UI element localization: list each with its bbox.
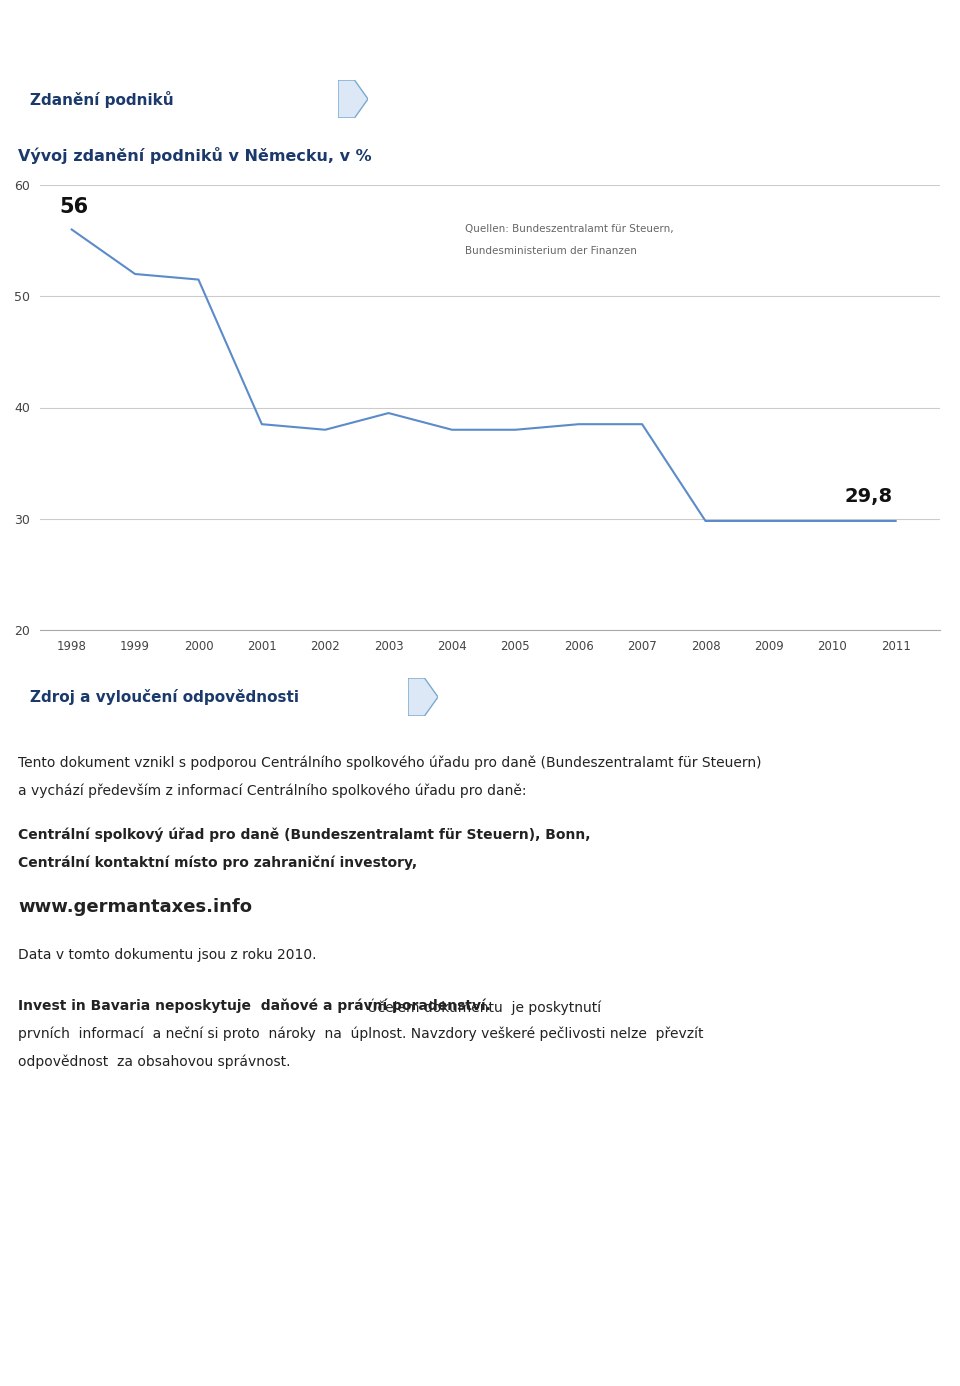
Text: www.germantaxes.info: www.germantaxes.info [18, 898, 252, 916]
Text: září 2011: září 2011 [858, 1353, 942, 1368]
Polygon shape [408, 678, 438, 717]
Text: Centrální kontaktní místo pro zahraniční investory,: Centrální kontaktní místo pro zahraniční… [18, 855, 418, 870]
Polygon shape [338, 80, 368, 118]
Text: Účelem dokumentu  je poskytnutí: Účelem dokumentu je poskytnutí [363, 998, 601, 1015]
Text: a vychází především z informací Centrálního spolkového úřadu pro daně:: a vychází především z informací Centráln… [18, 783, 526, 797]
Text: Invest in Bavaria neposkytuje  daňové a právní poradenství.: Invest in Bavaria neposkytuje daňové a p… [18, 998, 491, 1013]
Text: Bundesministerium der Finanzen: Bundesministerium der Finanzen [465, 247, 636, 256]
Text: Vývoj zdanění podniků v Německu, v %: Vývoj zdanění podniků v Německu, v % [18, 147, 372, 164]
Text: 56: 56 [59, 197, 88, 216]
Text: prvních  informací  a neční si proto  nároky  na  úplnost. Navzdory veškeré pečl: prvních informací a neční si proto nárok… [18, 1027, 704, 1041]
Text: Centrální spolkový úřad pro daně (Bundeszentralamt für Steuern), Bonn,: Centrální spolkový úřad pro daně (Bundes… [18, 827, 590, 843]
Text: odpovědnost  za obsahovou správnost.: odpovědnost za obsahovou správnost. [18, 1055, 291, 1069]
Text: Quellen: Bundeszentralamt für Steuern,: Quellen: Bundeszentralamt für Steuern, [465, 225, 673, 234]
Text: Tento dokument vznikl s podporou Centrálního spolkového úřadu pro daně (Bundesze: Tento dokument vznikl s podporou Centrál… [18, 755, 761, 769]
Text: Data v tomto dokumentu jsou z roku 2010.: Data v tomto dokumentu jsou z roku 2010. [18, 948, 317, 962]
Text: Zdroj a vyloučení odpovědnosti: Zdroj a vyloučení odpovědnosti [30, 689, 299, 705]
Text: 29,8: 29,8 [845, 486, 893, 506]
Text: www.invest-in-bavaria.com: www.invest-in-bavaria.com [18, 1353, 264, 1368]
Text: RELEVANTNÍ DANĚ PRO PODNIKY V NĚMECKU – NA PŘÍKLADU BAVORSKA: RELEVANTNÍ DANĚ PRO PODNIKY V NĚMECKU – … [18, 19, 785, 39]
Text: Zdanění podniků: Zdanění podniků [30, 90, 174, 108]
